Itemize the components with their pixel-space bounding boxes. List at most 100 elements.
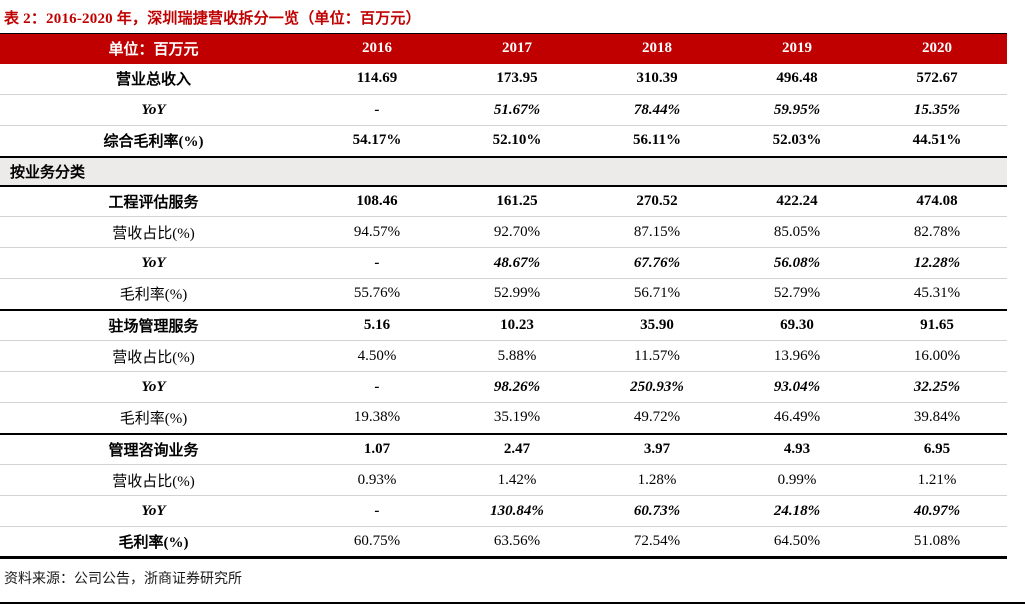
row-label: YoY	[0, 495, 307, 527]
revenue-table: 单位：百万元 2016 2017 2018 2019 2020 营业总收入 114…	[0, 33, 1007, 559]
cell-value: 78.44%	[587, 94, 727, 126]
cell-value: 54.17%	[352, 132, 402, 149]
cell-value: 1.28%	[587, 464, 727, 496]
cell-value: 270.52	[587, 185, 727, 217]
cell-value: -	[307, 94, 447, 126]
header-year-2016: 2016	[307, 33, 447, 64]
cell-value: 52.10%	[492, 132, 542, 149]
table-row: YoY -98.26% 250.93% 93.04% 32.25%	[0, 371, 1007, 403]
cell-value: 69.30	[727, 309, 867, 341]
cell-value: 310.39	[587, 63, 727, 95]
cell-value: -	[307, 495, 447, 527]
row-label: 毛利率(%)	[0, 278, 307, 311]
cell-value: 10.23	[447, 309, 587, 341]
cell-value: 6.95	[867, 433, 1007, 465]
cell-value: 24.18%	[727, 495, 867, 527]
table-row: 毛利率(%) 55.76% 52.99% 56.71% 52.79% 45.31%	[0, 278, 1007, 311]
table-header-row: 单位：百万元 2016 2017 2018 2019 2020	[0, 33, 1007, 64]
row-label: YoY	[0, 371, 307, 403]
row-label: 毛利率(%)	[0, 402, 307, 435]
cell-value: 422.24	[727, 185, 867, 217]
cell-value: 46.49%	[727, 402, 867, 435]
cell-value: -	[307, 371, 447, 403]
cell-value: 45.31%	[867, 278, 1007, 311]
table-row: 工程评估服务 108.46 161.25 270.52 422.24 474.08	[0, 185, 1007, 217]
table-row: 毛利率(%) 19.38% 35.19% 49.72% 46.49% 39.84%	[0, 402, 1007, 435]
cell-value: 1.21%	[867, 464, 1007, 496]
row-label: 毛利率(%)	[0, 526, 307, 559]
cell-value: 161.25	[447, 185, 587, 217]
cell-value: 572.67	[867, 63, 1007, 95]
cell-value: 98.26%	[447, 371, 587, 403]
cell-value: 108.46	[307, 185, 447, 217]
row-label: 营收占比(%)	[0, 464, 307, 496]
cell-value: 49.72%	[587, 402, 727, 435]
cell-value: 16.00%	[867, 340, 1007, 372]
cell-value: 60.73%	[587, 495, 727, 527]
cell-value: 4.50%	[307, 340, 447, 372]
table-row: 营收占比(%) 4.50% 5.88% 11.57% 13.96% 16.00%	[0, 340, 1007, 372]
table-row: 管理咨询业务 1.07 2.47 3.97 4.93 6.95	[0, 433, 1007, 465]
table-title: 表 2：2016-2020 年，深圳瑞捷营收拆分一览（单位：百万元）	[4, 11, 421, 27]
cell-value: 496.48	[727, 63, 867, 95]
cell-value: 56.08%	[727, 247, 867, 279]
row-label: 驻场管理服务	[0, 309, 307, 341]
cell-value: 1.42%	[447, 464, 587, 496]
row-label: 营收占比(%)	[0, 216, 307, 248]
cell-value: 52.03%	[772, 132, 822, 149]
cell-value: 5.88%	[447, 340, 587, 372]
table-body: 营业总收入 114.69 173.95 310.39 496.48 572.67 YoY -5…	[0, 63, 1007, 559]
cell-value: 85.05%	[727, 216, 867, 248]
cell-value: 48.67%	[447, 247, 587, 279]
cell-value: 13.96%	[727, 340, 867, 372]
cell-value: 56.11%	[633, 132, 681, 149]
cell-value: 92.70%	[447, 216, 587, 248]
header-year-2020: 2020	[867, 33, 1007, 64]
cell-value: 52.79%	[727, 278, 867, 311]
table-row: 营收占比(%) 94.57% 92.70% 87.15% 85.05% 82.78%	[0, 216, 1007, 248]
cell-value: 474.08	[867, 185, 1007, 217]
cell-value: 5.16	[307, 309, 447, 341]
cell-value: 52.99%	[447, 278, 587, 311]
cell-value: 51.08%	[867, 526, 1007, 559]
cell-value: 3.97	[587, 433, 727, 465]
table-row: 综合毛利率(%) 54.17% 52.10% 56.11% 52.03% 44.51%	[0, 126, 1007, 157]
cell-value: 0.99%	[727, 464, 867, 496]
cell-value: 59.95%	[727, 94, 867, 126]
table-row: 毛利率(%) 60.75% 63.56% 72.54% 64.50% 51.08%	[0, 526, 1007, 559]
table-row: YoY -51.67% 78.44% 59.95% 15.35%	[0, 94, 1007, 126]
cell-value: 4.93	[727, 433, 867, 465]
cell-value: 130.84%	[447, 495, 587, 527]
cell-value: 19.38%	[307, 402, 447, 435]
cell-value: 40.97%	[867, 495, 1007, 527]
bottom-rule	[0, 602, 1025, 604]
source-note: 资料来源：公司公告，浙商证券研究所	[4, 572, 242, 587]
cell-value: 39.84%	[867, 402, 1007, 435]
cell-value: 72.54%	[587, 526, 727, 559]
row-label: 营收占比(%)	[0, 340, 307, 372]
cell-value: 60.75%	[307, 526, 447, 559]
cell-value: 35.90	[587, 309, 727, 341]
cell-value: 55.76%	[307, 278, 447, 311]
cell-value: 93.04%	[727, 371, 867, 403]
cell-value: 64.50%	[727, 526, 867, 559]
table-row: YoY -48.67% 67.76% 56.08% 12.28%	[0, 247, 1007, 279]
cell-value: 32.25%	[867, 371, 1007, 403]
cell-value: 173.95	[447, 63, 587, 95]
row-label: YoY	[0, 247, 307, 279]
row-label: YoY	[0, 94, 307, 126]
header-year-2019: 2019	[727, 33, 867, 64]
cell-value: 63.56%	[447, 526, 587, 559]
row-label: 综合毛利率(%)	[103, 134, 204, 151]
table-row: YoY -130.84% 60.73% 24.18% 40.97%	[0, 495, 1007, 527]
table-row: 营业总收入 114.69 173.95 310.39 496.48 572.67	[0, 63, 1007, 95]
cell-value: 87.15%	[587, 216, 727, 248]
section-row: 按业务分类	[0, 155, 1007, 187]
header-year-2018: 2018	[587, 33, 727, 64]
cell-value: 15.35%	[867, 94, 1007, 126]
row-label: 营业总收入	[0, 63, 307, 95]
cell-value: 44.51%	[912, 132, 962, 149]
cell-value: 67.76%	[587, 247, 727, 279]
cell-value: 250.93%	[587, 371, 727, 403]
